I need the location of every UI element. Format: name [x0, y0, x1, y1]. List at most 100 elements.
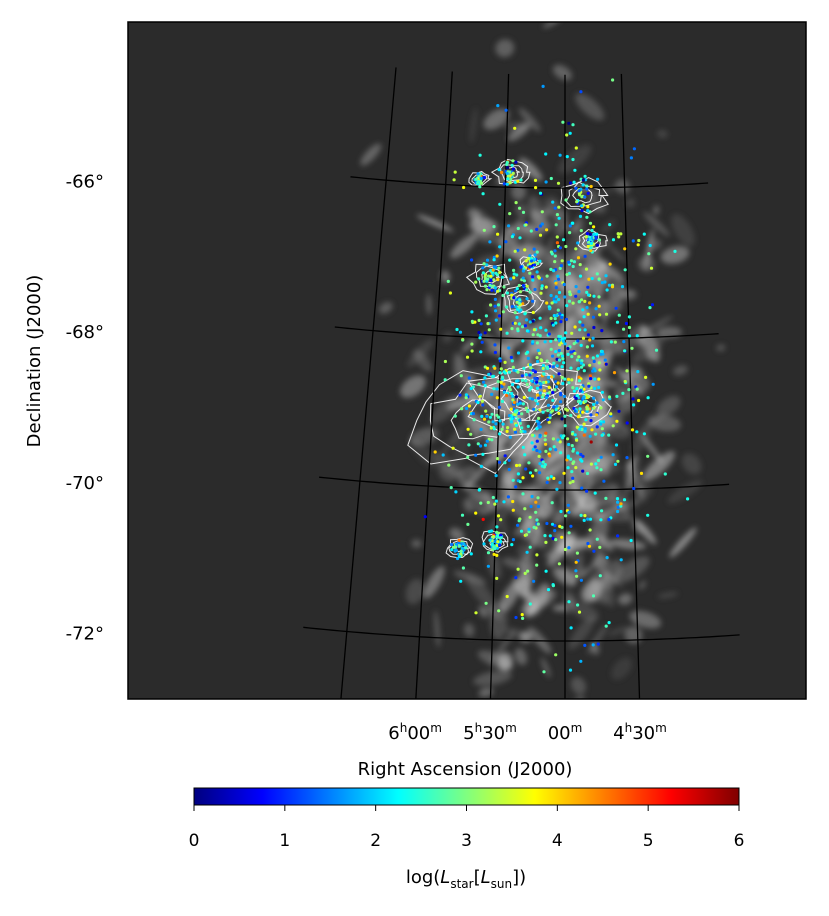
hi-filament [571, 602, 599, 622]
star-point [570, 355, 574, 359]
star-point [530, 259, 534, 263]
hi-filament [660, 246, 690, 264]
star-point [595, 466, 599, 470]
hi-filament [440, 270, 450, 284]
star-point [514, 395, 519, 399]
star-point [511, 365, 515, 369]
star-point [522, 279, 527, 283]
star-point [487, 372, 491, 377]
star-point [490, 392, 494, 396]
star-point [617, 313, 621, 317]
star-point [595, 537, 599, 541]
star-point [510, 293, 514, 297]
star-point [543, 534, 547, 538]
star-point [646, 513, 650, 517]
hi-filament [489, 600, 508, 640]
star-point [466, 522, 470, 527]
star-point [502, 500, 506, 504]
star-point [592, 396, 596, 400]
star-point [527, 527, 531, 531]
star-point [533, 370, 538, 374]
hi-filament [631, 334, 666, 364]
star-point [578, 427, 582, 431]
star-point [556, 181, 561, 185]
star-point [574, 569, 578, 573]
star-point [570, 444, 574, 448]
star-point [553, 249, 557, 253]
star-point [579, 229, 583, 233]
star-point [465, 355, 470, 359]
star-point [516, 248, 520, 252]
star-point [495, 254, 499, 258]
star-point [480, 414, 484, 418]
star-point [478, 336, 482, 340]
star-point [559, 451, 563, 455]
plot-area [127, 21, 807, 700]
star-point [587, 544, 592, 548]
star-point [462, 185, 466, 190]
star-point [585, 409, 589, 413]
star-point [597, 295, 601, 299]
star-point [494, 422, 498, 426]
star-point [523, 312, 527, 316]
star-point [507, 224, 511, 228]
star-point [546, 403, 551, 407]
star-point [603, 358, 607, 362]
colorbar-tick-label: 2 [370, 831, 381, 851]
star-point [565, 408, 570, 412]
hi-filament [617, 420, 630, 433]
star-point [508, 435, 512, 439]
star-point [588, 517, 593, 521]
star-point [503, 360, 507, 364]
star-point [616, 232, 620, 236]
star-point [595, 272, 599, 276]
star-point [555, 487, 559, 491]
star-point [544, 431, 548, 435]
star-point [569, 366, 573, 370]
star-point [569, 626, 573, 630]
star-point [608, 223, 612, 227]
star-point [514, 305, 518, 309]
star-point [482, 279, 486, 283]
star-point [577, 189, 581, 193]
star-point [535, 563, 539, 567]
hi-filament [523, 583, 551, 617]
star-point [489, 278, 493, 282]
hi-filament [657, 130, 668, 138]
star-point [482, 262, 486, 266]
star-point [539, 358, 543, 362]
star-point [579, 425, 583, 429]
star-point [525, 329, 530, 333]
star-point [575, 200, 579, 204]
star-point [559, 400, 563, 404]
star-point [583, 429, 587, 433]
colorbar-ticks: 0 1 2 3 4 5 6 [189, 805, 744, 851]
star-point [510, 163, 514, 167]
star-point [516, 523, 520, 527]
star-point [500, 275, 504, 279]
star-point [556, 381, 560, 385]
star-point [535, 341, 540, 345]
star-point [470, 342, 474, 346]
star-point [532, 263, 537, 267]
hi-filament [600, 219, 616, 234]
star-point [561, 339, 566, 343]
star-point [516, 351, 521, 355]
star-point [538, 462, 542, 466]
colorbar-label: log(Lstar[Lsun]) [406, 867, 526, 891]
hi-filament [410, 438, 439, 469]
star-point [582, 315, 586, 319]
star-point [516, 226, 520, 231]
star-point [585, 184, 589, 188]
star-point [585, 489, 589, 493]
star-point [532, 579, 536, 583]
hi-filament [507, 122, 531, 142]
star-point [609, 340, 614, 344]
hi-filament [546, 306, 574, 331]
star-point [574, 294, 578, 298]
star-point [617, 409, 621, 413]
star-point [514, 201, 518, 205]
star-point [528, 265, 532, 269]
hi-filament [464, 465, 487, 490]
star-point [497, 405, 502, 409]
